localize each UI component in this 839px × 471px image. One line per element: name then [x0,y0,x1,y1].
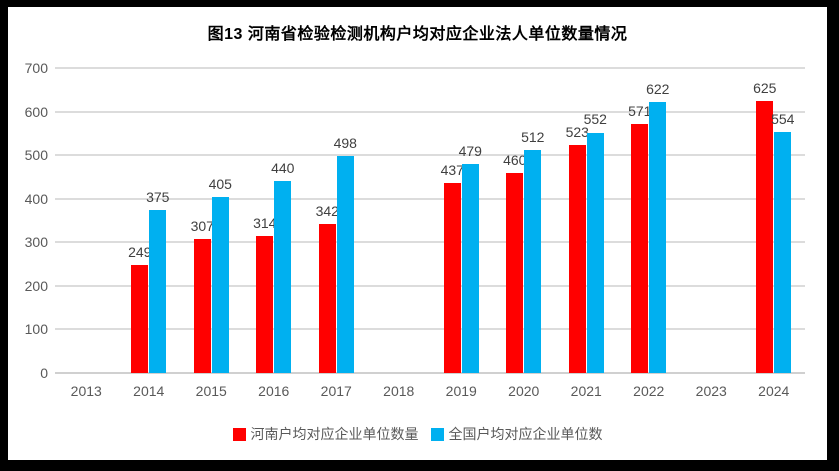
gridline-700 [55,67,805,69]
bar-value-label-national-2016: 440 [271,160,295,177]
gridline-300 [55,241,805,244]
bar-value-label-national-2017: 498 [333,135,357,151]
legend-item-national: 全国户均对应企业单位数 [430,424,603,444]
bar-national-2022 [649,102,667,373]
x-axis-tick-2016: 2016 [258,383,290,399]
bar-national-2024 [774,131,792,373]
y-axis-tick-0: 0 [40,365,48,381]
bar-henan-2024 [756,100,774,373]
y-axis-labels: 0 100 200 300 400 500 600 700 [10,60,48,381]
bar-national-2021 [586,132,604,373]
x-axis-tick-2018: 2018 [383,383,415,399]
x-axis-tick-2014: 2014 [133,383,165,399]
bar-value-label-henan-2015: 307 [190,218,214,235]
y-axis-tick-100: 100 [24,321,48,338]
bar-value-label-henan-2021: 523 [565,124,589,141]
y-axis-tick-400: 400 [24,190,48,207]
x-axis-tick-2024: 2024 [758,383,790,399]
bar-value-label-henan-2020: 460 [503,151,527,168]
bar-value-label-national-2024: 554 [771,110,795,127]
gridline-600 [55,110,805,113]
bar-value-label-henan-2019: 437 [440,161,464,178]
bar-value-label-henan-2017: 342 [315,202,339,219]
x-axis-tick-2013: 2013 [70,383,102,399]
y-axis-tick-500: 500 [24,147,48,164]
x-axis-tick-2020: 2020 [508,383,540,399]
bar-henan-2021 [568,145,586,373]
legend-label-henan: 河南户均对应企业单位数量 [250,426,419,442]
gridline-500 [55,154,805,157]
bar-value-label-national-2022: 622 [646,80,670,97]
x-axis-tick-2019: 2019 [445,383,477,399]
bar-value-label-national-2015: 405 [208,175,232,192]
y-axis-tick-300: 300 [24,234,48,251]
bar-henan-2014 [131,264,149,373]
bar-national-2016 [274,181,292,373]
bar-henan-2017 [318,224,336,373]
bar-value-label-henan-2016: 314 [253,215,277,232]
bar-value-label-national-2020: 512 [521,128,545,145]
bar-national-2015 [211,196,229,373]
x-axis-labels: 2013 2014 2015 2016 2017 2018 2019 2020 2021 2022… [55,383,805,401]
bar-national-2014 [149,209,167,373]
bar-national-2019 [461,164,479,373]
legend-swatch-national [430,427,444,441]
x-axis-tick-2015: 2015 [195,383,227,399]
bar-henan-2016 [256,236,274,373]
bar-henan-2015 [193,239,211,373]
gridline-400 [55,197,805,200]
bar-value-label-national-2014: 375 [146,188,170,205]
x-axis-tick-2021: 2021 [570,383,602,399]
legend-label-national: 全国户均对应企业单位数 [448,426,603,442]
x-axis-tick-2022: 2022 [633,383,665,399]
gridline-200 [55,284,805,287]
legend-item-henan: 河南户均对应企业单位数量 [232,424,419,444]
x-axis-tick-2017: 2017 [320,383,352,399]
gridline-100 [55,328,805,331]
y-axis-tick-200: 200 [24,277,48,294]
y-axis-tick-600: 600 [24,103,48,120]
bar-national-2017 [336,156,354,373]
bar-henan-2022 [631,124,649,373]
bar-value-label-henan-2014: 249 [128,243,152,260]
chart-title: 图13 河南省检验检测机构户均对应企业法人单位数量情况 [207,26,628,43]
legend-swatch-henan [232,427,246,441]
bar-value-label-henan-2024: 625 [753,79,777,96]
bar-value-label-national-2021: 552 [583,111,607,128]
bar-henan-2019 [443,182,461,373]
bar-henan-2020 [506,172,524,373]
x-axis-tick-2023: 2023 [695,383,727,399]
bar-value-label-national-2019: 479 [458,143,482,160]
gridline-0 [55,372,805,374]
y-axis-tick-700: 700 [24,60,48,76]
plot-area: 249 375 307 405 314 440 342 498 437 479 460 512 523 5… [55,67,805,374]
bar-national-2020 [524,149,542,373]
bar-value-label-henan-2022: 571 [628,103,652,120]
legend: 河南户均对应企业单位数量 全国户均对应企业单位数 [8,424,827,444]
chart-canvas: 图13 河南省检验检测机构户均对应企业法人单位数量情况 0 100 200 300 40… [8,7,827,460]
